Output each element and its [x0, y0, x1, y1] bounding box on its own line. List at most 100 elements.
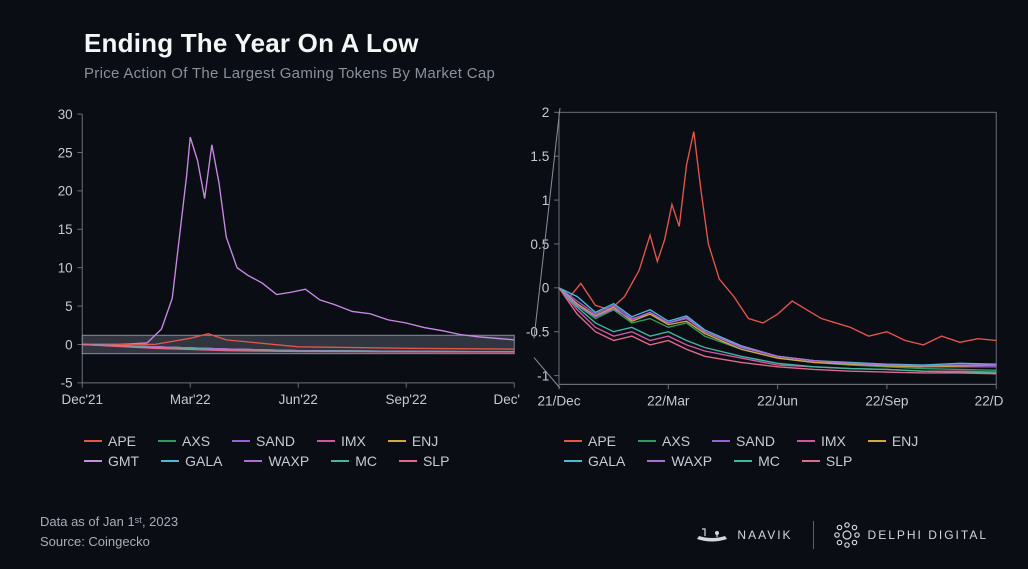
right-chart-wrap: -1-0.500.511.5221/Dec22/Mar22/Jun22/Sep2… — [524, 100, 1004, 469]
legend-label: MC — [355, 453, 377, 469]
left-chart-svg: -5051015202530Dec'21Mar'22Jun'22Sep'22De… — [40, 100, 520, 420]
svg-text:Mar'22: Mar'22 — [170, 392, 211, 407]
legend-swatch-icon — [388, 440, 406, 442]
legend-label: AXS — [182, 433, 210, 449]
right-chart-svg: -1-0.500.511.5221/Dec22/Mar22/Jun22/Sep2… — [524, 100, 1004, 420]
legend-item-gala: GALA — [564, 453, 625, 469]
legend-swatch-icon — [638, 440, 656, 442]
legend-swatch-icon — [317, 440, 335, 442]
svg-text:22/Sep: 22/Sep — [865, 394, 908, 409]
legend-swatch-icon — [331, 460, 349, 462]
left-chart-wrap: -5051015202530Dec'21Mar'22Jun'22Sep'22De… — [40, 100, 520, 469]
data-source: Source: Coingecko — [40, 532, 178, 552]
legend-item-sand: SAND — [712, 433, 775, 449]
page-root: Ending The Year On A Low Price Action Of… — [0, 0, 1028, 469]
svg-text:Dec'22: Dec'22 — [494, 392, 520, 407]
legend-item-enj: ENJ — [388, 433, 438, 449]
svg-text:22/Dec: 22/Dec — [975, 394, 1004, 409]
legend-item-waxp: WAXP — [647, 453, 712, 469]
legend-swatch-icon — [734, 460, 752, 462]
series-waxp — [559, 288, 996, 366]
series-sand — [559, 288, 996, 367]
legend-label: WAXP — [268, 453, 309, 469]
svg-text:10: 10 — [58, 260, 73, 275]
brand-separator — [813, 521, 814, 549]
legend-item-mc: MC — [734, 453, 780, 469]
legend-swatch-icon — [84, 460, 102, 462]
legend-item-gala: GALA — [161, 453, 222, 469]
brand-delphi-label: DELPHI DIGITAL — [868, 528, 988, 542]
legend-item-sand: SAND — [232, 433, 295, 449]
legend-swatch-icon — [712, 440, 730, 442]
brand-delphi: DELPHI DIGITAL — [834, 522, 988, 548]
charts-row: -5051015202530Dec'21Mar'22Jun'22Sep'22De… — [40, 100, 988, 469]
legend-item-axs: AXS — [158, 433, 210, 449]
data-asof: Data as of Jan 1ˢᵗ, 2023 — [40, 512, 178, 532]
legend-swatch-icon — [647, 460, 665, 462]
legend-swatch-icon — [564, 440, 582, 442]
legend-item-slp: SLP — [802, 453, 852, 469]
series-gala — [559, 288, 996, 365]
left-legend: APE AXS SAND IMX ENJ GMT GALA WAXP MC SLP — [40, 433, 480, 469]
legend-label: APE — [588, 433, 616, 449]
legend-label: WAXP — [671, 453, 712, 469]
brand-naavik: NAAVIK — [695, 526, 792, 544]
svg-text:-1: -1 — [537, 368, 549, 383]
legend-label: GALA — [588, 453, 625, 469]
svg-text:Dec'21: Dec'21 — [62, 392, 103, 407]
series-slp — [559, 288, 996, 374]
legend-item-slp: SLP — [399, 453, 449, 469]
delphi-logo-icon — [834, 522, 860, 548]
legend-label: GMT — [108, 453, 139, 469]
legend-swatch-icon — [158, 440, 176, 442]
legend-label: SLP — [826, 453, 852, 469]
svg-text:21/Dec: 21/Dec — [537, 394, 580, 409]
legend-item-ape: APE — [564, 433, 616, 449]
svg-text:0: 0 — [542, 281, 550, 296]
legend-label: IMX — [821, 433, 846, 449]
legend-item-waxp: WAXP — [244, 453, 309, 469]
legend-item-axs: AXS — [638, 433, 690, 449]
right-legend: APE AXS SAND IMX ENJ GALA WAXP MC SLP — [524, 433, 964, 469]
legend-swatch-icon — [802, 460, 820, 462]
svg-text:1: 1 — [542, 193, 550, 208]
svg-text:30: 30 — [58, 107, 73, 122]
legend-swatch-icon — [564, 460, 582, 462]
naavik-boat-icon — [695, 526, 729, 544]
svg-text:22/Mar: 22/Mar — [647, 394, 690, 409]
legend-label: SAND — [736, 433, 775, 449]
svg-text:-5: -5 — [61, 376, 73, 391]
series-gmt — [82, 137, 514, 344]
svg-text:Jun'22: Jun'22 — [279, 392, 318, 407]
chart-title: Ending The Year On A Low — [84, 28, 988, 59]
series-imx — [559, 288, 996, 372]
legend-label: AXS — [662, 433, 690, 449]
svg-text:1.5: 1.5 — [530, 149, 549, 164]
svg-text:20: 20 — [58, 184, 73, 199]
legend-swatch-icon — [399, 460, 417, 462]
svg-text:0.5: 0.5 — [530, 237, 549, 252]
legend-item-imx: IMX — [317, 433, 366, 449]
brand-row: NAAVIK DELPHI DIGITAL — [695, 521, 988, 549]
series-mc — [559, 288, 996, 373]
brand-naavik-label: NAAVIK — [737, 528, 792, 542]
legend-swatch-icon — [244, 460, 262, 462]
legend-item-ape: APE — [84, 433, 136, 449]
legend-swatch-icon — [84, 440, 102, 442]
svg-text:22/Jun: 22/Jun — [757, 394, 798, 409]
svg-text:25: 25 — [58, 145, 73, 160]
legend-label: SAND — [256, 433, 295, 449]
chart-subtitle: Price Action Of The Largest Gaming Token… — [84, 65, 988, 82]
legend-swatch-icon — [797, 440, 815, 442]
legend-swatch-icon — [868, 440, 886, 442]
svg-text:0: 0 — [65, 337, 72, 352]
legend-item-gmt: GMT — [84, 453, 139, 469]
legend-item-imx: IMX — [797, 433, 846, 449]
legend-label: GALA — [185, 453, 222, 469]
series-enj — [559, 288, 996, 367]
legend-item-mc: MC — [331, 453, 377, 469]
legend-label: ENJ — [892, 433, 918, 449]
legend-item-enj: ENJ — [868, 433, 918, 449]
svg-text:15: 15 — [58, 222, 73, 237]
legend-swatch-icon — [161, 460, 179, 462]
